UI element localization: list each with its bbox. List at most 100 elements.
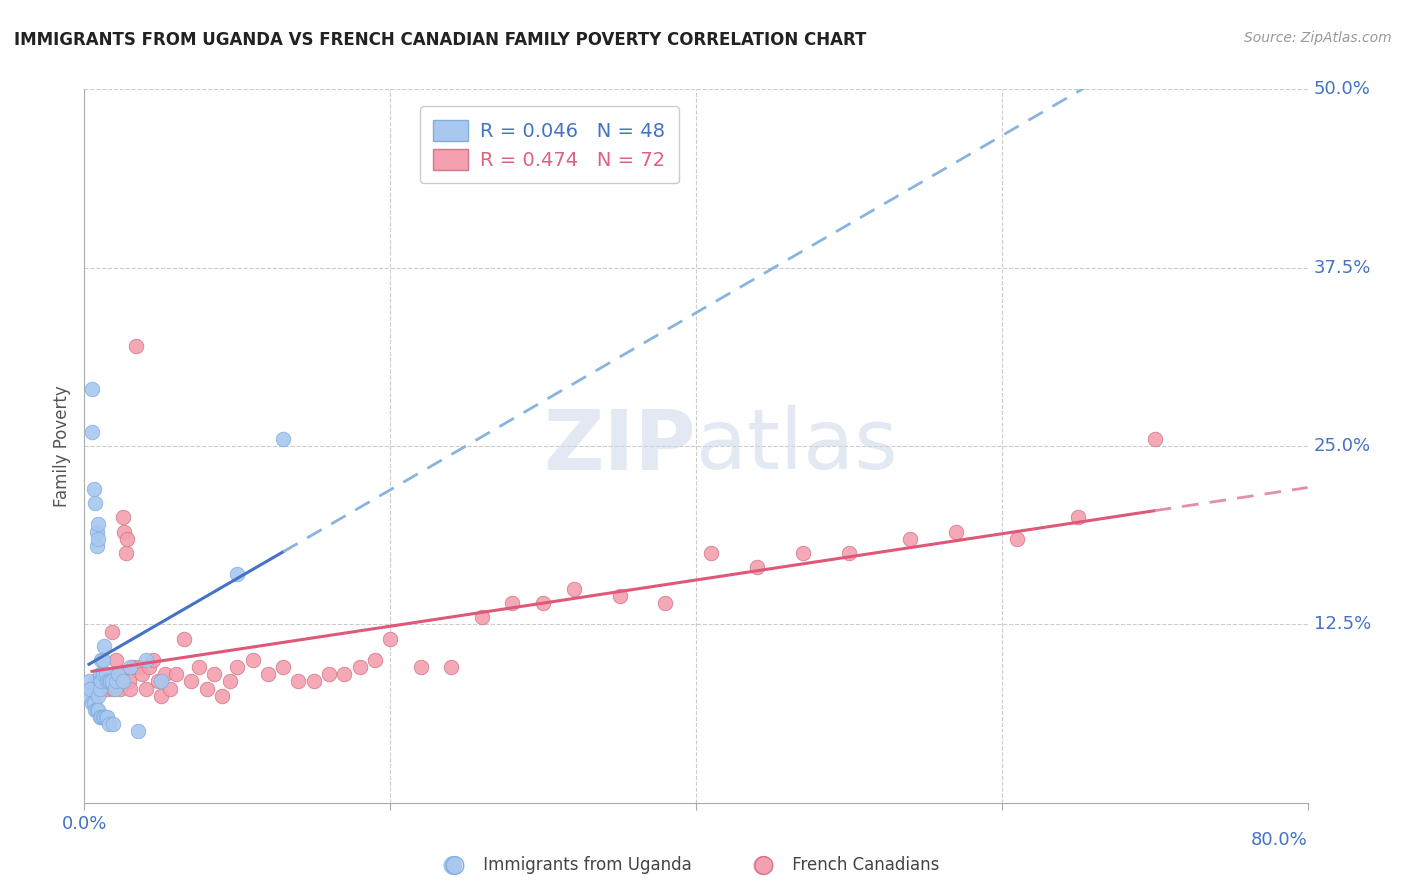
Point [80, 382, 103, 396]
Text: ○: ○ [752, 854, 775, 877]
Point [93, 639, 115, 653]
Point [94, 667, 117, 681]
Point [80, 696, 103, 710]
Point [104, 681, 127, 696]
Point [103, 717, 125, 731]
Point [90, 710, 112, 724]
Point [120, 660, 142, 674]
Point [440, 660, 463, 674]
Point [333, 667, 356, 681]
Point [531, 596, 554, 610]
Legend: R = 0.046   N = 48, R = 0.474   N = 72: R = 0.046 N = 48, R = 0.474 N = 72 [419, 106, 679, 184]
Point [135, 653, 157, 667]
Point [471, 610, 494, 624]
Point [97, 674, 120, 689]
Text: French Canadians: French Canadians [787, 856, 939, 874]
Point [90, 653, 112, 667]
Text: 50.0%: 50.0% [1313, 80, 1371, 98]
Point [89, 681, 111, 696]
Point [96, 710, 118, 724]
Text: ZIP: ZIP [544, 406, 696, 486]
Point [110, 667, 132, 681]
Point [87, 703, 110, 717]
Point [97, 674, 120, 689]
Point [173, 632, 195, 646]
Text: 12.5%: 12.5% [1313, 615, 1371, 633]
Point [83, 696, 105, 710]
Point [146, 674, 169, 689]
Point [226, 660, 249, 674]
Point [287, 674, 309, 689]
Point [562, 582, 585, 596]
Text: 80.0%: 80.0% [1251, 831, 1308, 849]
Point [108, 681, 131, 696]
Text: Source: ZipAtlas.com: Source: ZipAtlas.com [1244, 31, 1392, 45]
Text: IMMIGRANTS FROM UGANDA VS FRENCH CANADIAN FAMILY POVERTY CORRELATION CHART: IMMIGRANTS FROM UGANDA VS FRENCH CANADIA… [14, 31, 866, 49]
Point [502, 596, 524, 610]
Point [149, 674, 172, 689]
Point [89, 681, 111, 696]
Point [89, 667, 111, 681]
Point [87, 674, 110, 689]
Point [97, 717, 120, 731]
Point [271, 660, 294, 674]
Point [188, 660, 211, 674]
Point [115, 532, 138, 546]
Point [218, 674, 240, 689]
Point [128, 660, 150, 674]
Point [91, 667, 114, 681]
Point [86, 524, 108, 539]
Point [107, 667, 129, 681]
Text: Immigrants from Uganda: Immigrants from Uganda [478, 856, 692, 874]
Point [700, 546, 723, 560]
Text: atlas: atlas [696, 406, 897, 486]
Point [211, 689, 233, 703]
Point [159, 681, 181, 696]
Point [1143, 432, 1166, 446]
Point [127, 724, 149, 739]
Point [318, 667, 340, 681]
Point [91, 653, 114, 667]
Point [226, 567, 249, 582]
Point [112, 524, 135, 539]
Point [87, 689, 110, 703]
Point [945, 524, 967, 539]
Text: ○: ○ [443, 854, 465, 877]
Point [87, 532, 110, 546]
Point [77, 674, 100, 689]
Point [654, 596, 676, 610]
Point [792, 546, 814, 560]
Point [409, 660, 432, 674]
Point [86, 703, 108, 717]
Point [125, 339, 148, 353]
Point [242, 653, 264, 667]
Point [98, 667, 121, 681]
Point [107, 667, 129, 681]
Point [101, 624, 124, 639]
Point [101, 674, 124, 689]
Y-axis label: Family Poverty: Family Poverty [53, 385, 72, 507]
Point [202, 667, 225, 681]
Point [86, 681, 108, 696]
Point [96, 674, 118, 689]
Point [93, 710, 115, 724]
Point [364, 653, 387, 667]
Point [90, 667, 112, 681]
Point [91, 710, 114, 724]
Text: 25.0%: 25.0% [1313, 437, 1371, 455]
Point [114, 546, 136, 560]
Point [120, 681, 142, 696]
Point [165, 667, 187, 681]
Point [77, 689, 100, 703]
Point [91, 674, 114, 689]
Point [149, 689, 172, 703]
Point [1067, 510, 1090, 524]
Point [118, 674, 141, 689]
Point [84, 674, 107, 689]
Point [103, 681, 125, 696]
Point [86, 539, 108, 553]
Point [105, 674, 128, 689]
Point [349, 660, 371, 674]
Point [271, 432, 294, 446]
Point [84, 703, 107, 717]
